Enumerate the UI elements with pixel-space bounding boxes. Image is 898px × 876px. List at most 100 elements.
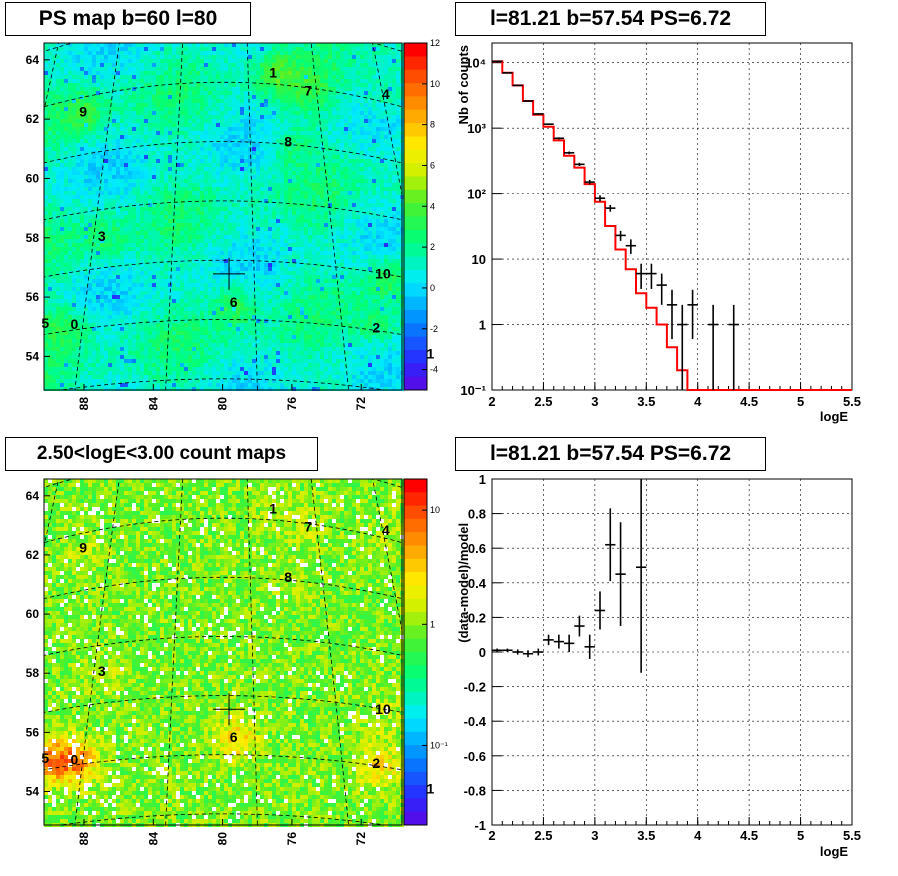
map0-cell: [312, 223, 316, 227]
map0-cell: [120, 235, 124, 239]
map0-cell: [368, 211, 372, 215]
map0-cell: [88, 71, 92, 75]
map0-cell: [256, 63, 260, 67]
map0-cell: [204, 171, 208, 175]
map0-cell: [380, 107, 384, 111]
map0-cell: [312, 75, 316, 79]
map0-cell: [268, 131, 272, 135]
map0-cell: [252, 47, 256, 51]
map0-cell: [212, 167, 216, 171]
map0-cell: [304, 87, 308, 91]
map0-cell: [172, 127, 176, 131]
map0-cell: [164, 171, 168, 175]
map0-cell: [64, 135, 68, 139]
map0-cell: [236, 143, 240, 147]
map0-cell: [308, 179, 312, 183]
map0-cell: [296, 115, 300, 119]
map0-cell: [216, 163, 220, 167]
map0-cell: [184, 59, 188, 63]
map0-cell: [44, 259, 48, 263]
map0-cell: [308, 115, 312, 119]
map0-cell: [56, 55, 60, 59]
map0-cell: [392, 235, 396, 239]
map0-cell: [360, 227, 364, 231]
map0-cell: [212, 175, 216, 179]
map0-cell: [300, 111, 304, 115]
map0-cell: [60, 163, 64, 167]
map0-cell: [384, 187, 388, 191]
map0-cell: [276, 223, 280, 227]
map0-cell: [280, 199, 284, 203]
map0-cell: [324, 247, 328, 251]
map0-cell: [224, 83, 228, 87]
map0-cell: [116, 43, 120, 47]
map0-cell: [100, 75, 104, 79]
map0-cell: [132, 183, 136, 187]
map0-cell: [112, 203, 116, 207]
map0-cell: [316, 51, 320, 55]
map0-cell: [324, 63, 328, 67]
map0-cell: [208, 131, 212, 135]
map0-cell: [256, 191, 260, 195]
map0-cell: [292, 151, 296, 155]
map0-cell: [84, 175, 88, 179]
map0-cell: [384, 199, 388, 203]
map0-cell: [240, 255, 244, 259]
map0-cell: [296, 247, 300, 251]
map0-cell: [120, 163, 124, 167]
map0-cell: [256, 83, 260, 87]
map0-cell: [240, 231, 244, 235]
map0-cell: [108, 107, 112, 111]
map0-cell: [156, 79, 160, 83]
map0-cell: [136, 163, 140, 167]
map0-cell: [152, 183, 156, 187]
map0-cell: [300, 47, 304, 51]
map0-cell: [348, 207, 352, 211]
map0-cell: [152, 259, 156, 263]
map0-cell: [280, 255, 284, 259]
map0-cell: [228, 55, 232, 59]
map0-cell: [360, 215, 364, 219]
map0-cell: [216, 95, 220, 99]
map0-cell: [180, 119, 184, 123]
map0-cell: [116, 115, 120, 119]
map0-cell: [372, 51, 376, 55]
map0-cell: [340, 79, 344, 83]
map0-cell: [236, 59, 240, 63]
map0-cell: [384, 123, 388, 127]
map0-cell: [64, 59, 68, 63]
map0-cell: [168, 203, 172, 207]
map0-cell: [388, 95, 392, 99]
map0-cell: [388, 139, 392, 143]
map0-cell: [276, 247, 280, 251]
map0-cell: [128, 99, 132, 103]
map0-cell: [64, 227, 68, 231]
map0-cell: [84, 79, 88, 83]
map0-cell: [80, 67, 84, 71]
map0-cell: [336, 191, 340, 195]
map0-cell: [240, 55, 244, 59]
map0-cell: [232, 179, 236, 183]
map0-cell: [364, 155, 368, 159]
map0-cell: [120, 207, 124, 211]
map0-cell: [252, 103, 256, 107]
map0-cell: [80, 107, 84, 111]
map0-cell: [300, 115, 304, 119]
map0-cell: [220, 91, 224, 95]
map0-cell: [292, 231, 296, 235]
map0-cell: [96, 79, 100, 83]
map0-cell: [372, 195, 376, 199]
map0-cell: [92, 59, 96, 63]
map0-cell: [364, 167, 368, 171]
map0-cell: [388, 127, 392, 131]
map0-cell: [280, 67, 284, 71]
map0-cell: [96, 59, 100, 63]
map0-cell: [168, 247, 172, 251]
map0-cell: [336, 143, 340, 147]
map0-cell: [80, 95, 84, 99]
map0-cell: [228, 67, 232, 71]
map0-cell: [100, 231, 104, 235]
map0-cell: [88, 99, 92, 103]
map0-cell: [308, 59, 312, 63]
map0-cell: [320, 87, 324, 91]
